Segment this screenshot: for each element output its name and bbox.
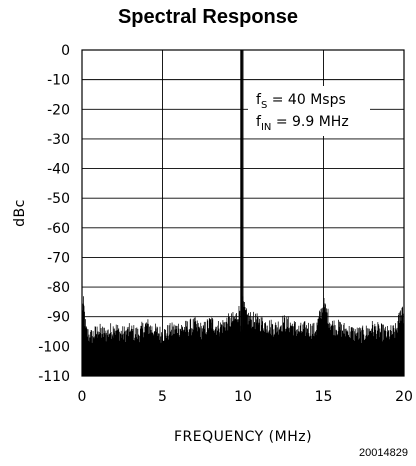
x-tick-label: 20 (395, 389, 413, 405)
y-tick-label: -90 (47, 310, 70, 326)
annotation-fin-rest: = 9.9 MHz (271, 114, 348, 130)
y-tick-label: -80 (47, 280, 70, 296)
plot-frame (81, 49, 405, 377)
y-tick-label: -50 (47, 191, 70, 207)
annotation-sample-rate: fS = 40 Msps (256, 92, 346, 111)
x-tick-label: 15 (315, 389, 333, 405)
y-tick-label: -70 (47, 250, 70, 266)
annotation-fs-main: f (256, 92, 262, 108)
chart-title: Spectral Response (117, 6, 299, 28)
y-tick-labels: 0 -10 -20 -30 -40 -50 -60 -70 -80 -90 -100 -110 (38, 43, 70, 385)
y-tick-label: 0 (61, 43, 70, 59)
y-tick-label: -110 (38, 369, 70, 385)
annotation-fs-sub: S (261, 100, 267, 111)
y-tick-label: -10 (47, 73, 70, 89)
annotation-background (248, 86, 370, 136)
figure-id: 20014829 (359, 447, 408, 459)
y-tick-label: -30 (47, 132, 70, 148)
y-axis-label: dBc (12, 199, 28, 227)
y-tick-label: -100 (38, 339, 70, 355)
y-tick-label: -40 (47, 162, 70, 178)
y-tick-label: -60 (47, 221, 70, 237)
x-axis-label: FREQUENCY (MHz) (174, 429, 312, 445)
x-tick-label: 10 (234, 389, 252, 405)
x-tick-label: 0 (78, 389, 87, 405)
y-tick-label: -20 (47, 102, 70, 118)
annotation-box: fS = 40 Msps fIN = 9.9 MHz (248, 86, 370, 136)
x-tick-labels: 0 5 10 15 20 (78, 389, 413, 405)
annotation-fs-rest: = 40 Msps (267, 92, 345, 108)
annotation-fin-sub: IN (261, 122, 271, 133)
x-tick-label: 5 (158, 389, 167, 405)
annotation-input-freq: fIN = 9.9 MHz (256, 114, 349, 133)
annotation-fin-main: f (256, 114, 262, 130)
spectrum-series (81, 50, 405, 376)
